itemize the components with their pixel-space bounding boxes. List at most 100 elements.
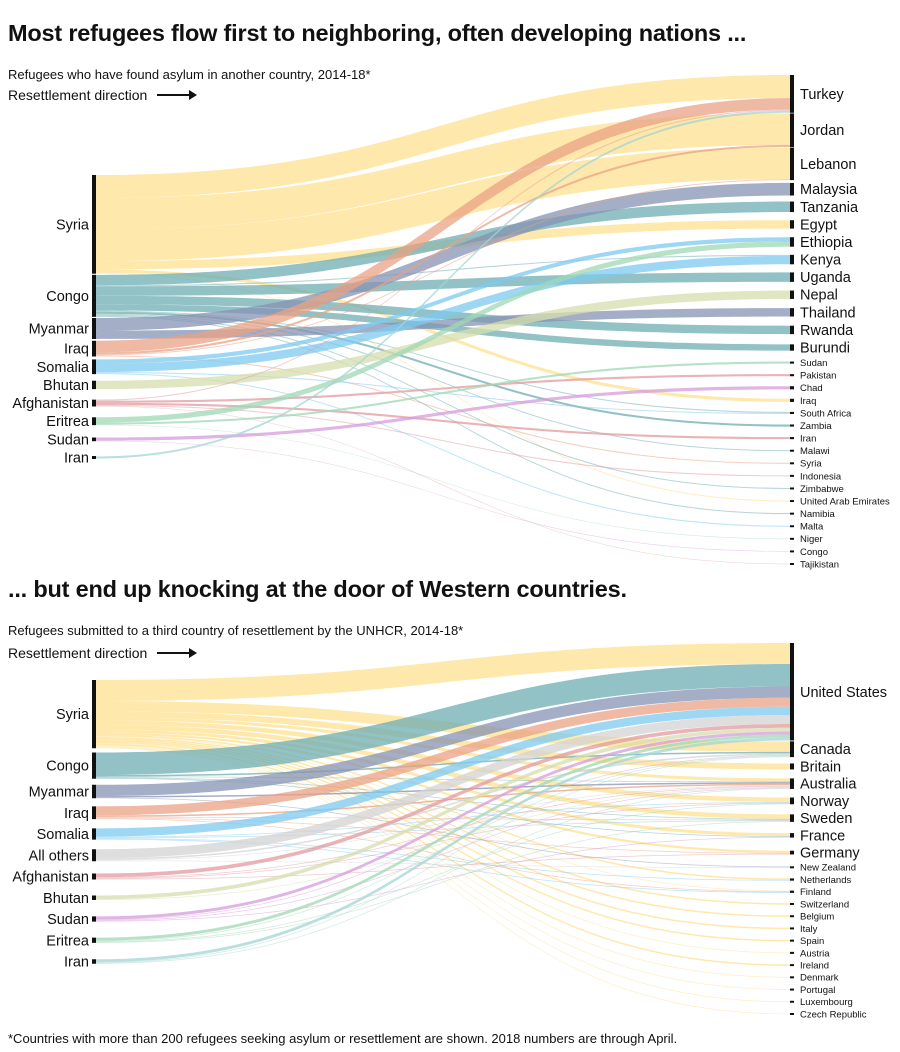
source-label: Bhutan bbox=[43, 891, 89, 907]
flow-syria-to-denmark bbox=[96, 745, 790, 978]
target-bar-malaysia bbox=[790, 182, 794, 196]
flow-eritrea-to-norway bbox=[96, 803, 790, 943]
target-bar-malawi bbox=[790, 449, 794, 452]
flow-congo-to-france bbox=[96, 778, 790, 837]
flow-syria-to-spain bbox=[96, 741, 790, 942]
flow-somalia-to-united-states bbox=[96, 706, 790, 837]
source-label: Iraq bbox=[64, 806, 89, 822]
flow-iran-to-canada bbox=[96, 756, 790, 963]
target-bar-zimbabwe bbox=[790, 487, 794, 490]
target-bar-jordan bbox=[790, 113, 794, 147]
target-label: Malaysia bbox=[800, 182, 858, 198]
target-bar-indonesia bbox=[790, 474, 794, 477]
source-bar-myanmar bbox=[92, 317, 96, 339]
direction-text: Resettlement direction bbox=[8, 645, 148, 661]
flow-syria-to-lebanon bbox=[96, 147, 790, 262]
target-bar-sweden bbox=[790, 814, 794, 822]
flow-syria-to-switzerland bbox=[96, 737, 790, 905]
target-bar-iraq bbox=[790, 398, 794, 402]
target-bar-tanzania bbox=[790, 201, 794, 213]
flow-syria-to-czech-republic bbox=[96, 747, 790, 1015]
source-bar-syria bbox=[92, 175, 96, 274]
flow-eritrea-to-niger bbox=[96, 424, 790, 540]
flow-afghanistan-to-turkey bbox=[96, 109, 790, 401]
target-bar-finland bbox=[790, 890, 794, 893]
source-bar-eritrea bbox=[92, 417, 96, 426]
target-bar-canada bbox=[790, 741, 794, 758]
target-label: Egypt bbox=[800, 217, 837, 233]
flow-congo-to-australia bbox=[96, 776, 790, 783]
target-bar-united-arab-emirates bbox=[790, 500, 794, 503]
source-label: Congo bbox=[46, 759, 89, 775]
flow-iran-to-turkey bbox=[96, 110, 790, 459]
source-bar-sudan bbox=[92, 916, 96, 922]
source-bar-bhutan bbox=[92, 380, 96, 390]
target-bar-turkey bbox=[790, 75, 794, 113]
flow-syria-to-jordan bbox=[96, 113, 790, 230]
source-label: Eritrea bbox=[46, 933, 90, 949]
source-bar-afghanistan bbox=[92, 399, 96, 407]
flow-myanmar-to-malaysia bbox=[96, 182, 790, 331]
target-label: Tajikistan bbox=[800, 559, 839, 570]
target-bar-zambia bbox=[790, 424, 794, 427]
flow-syria-to-united-arab-emirates bbox=[96, 272, 790, 502]
target-label: New Zealand bbox=[800, 863, 856, 874]
flow-sudan-to-australia bbox=[96, 787, 790, 921]
target-label: Spain bbox=[800, 936, 824, 947]
target-bar-italy bbox=[790, 927, 794, 930]
source-label: Myanmar bbox=[29, 785, 90, 801]
arrow-right-icon bbox=[157, 648, 198, 658]
target-bar-burundi bbox=[790, 344, 794, 351]
target-label: Czech Republic bbox=[800, 1009, 867, 1020]
flow-all-others-to-australia bbox=[96, 785, 790, 861]
flow-somalia-to-malta bbox=[96, 373, 790, 527]
target-label: Congo bbox=[800, 547, 828, 558]
target-label: Malawi bbox=[800, 446, 830, 457]
target-label: South Africa bbox=[800, 408, 852, 419]
flow-congo-to-zimbabwe bbox=[96, 314, 790, 489]
flow-congo-to-south-africa bbox=[96, 310, 790, 413]
target-label: Zimbabwe bbox=[800, 484, 844, 495]
target-label: Norway bbox=[800, 794, 850, 810]
flow-syria-to-norway bbox=[96, 720, 790, 803]
flow-syria-to-united-states bbox=[96, 643, 790, 701]
target-label: Finland bbox=[800, 887, 831, 898]
flow-bhutan-to-australia bbox=[96, 786, 790, 900]
target-label: Canada bbox=[800, 742, 852, 758]
target-bar-uganda bbox=[790, 272, 794, 282]
target-bar-luxembourg bbox=[790, 1000, 794, 1003]
target-label: Turkey bbox=[800, 87, 845, 103]
source-bar-myanmar bbox=[92, 784, 96, 799]
target-label: Pakistan bbox=[800, 371, 836, 382]
target-bar-netherlands bbox=[790, 878, 794, 881]
source-label: All others bbox=[29, 848, 89, 864]
target-label: Zambia bbox=[800, 421, 832, 432]
source-bar-congo bbox=[92, 274, 96, 317]
flow-congo-to-tanzania bbox=[96, 201, 790, 286]
source-bar-iraq bbox=[92, 806, 96, 820]
target-bar-sudan bbox=[790, 361, 794, 364]
target-label: Netherlands bbox=[800, 875, 851, 886]
flow-afghanistan-to-iran bbox=[96, 402, 790, 440]
target-label: Britain bbox=[800, 759, 841, 775]
source-bar-afghanistan bbox=[92, 873, 96, 880]
target-bar-new-zealand bbox=[790, 866, 794, 869]
target-label: Ethiopia bbox=[800, 235, 853, 251]
flow-all-others-to-united-states bbox=[96, 715, 790, 859]
chart-subtitle-resettlement: Refugees submitted to a third country of… bbox=[8, 623, 464, 638]
target-bar-australia bbox=[790, 778, 794, 789]
flow-congo-to-malawi bbox=[96, 313, 790, 452]
target-label: Belgium bbox=[800, 912, 834, 923]
target-bar-kenya bbox=[790, 254, 794, 265]
source-label: Afghanistan bbox=[12, 396, 89, 412]
target-label: Rwanda bbox=[800, 323, 854, 339]
source-bar-iraq bbox=[92, 340, 96, 357]
target-label: Austria bbox=[800, 948, 830, 959]
flow-afghanistan-to-norway bbox=[96, 802, 790, 879]
target-label: United States bbox=[800, 685, 887, 701]
source-label: Sudan bbox=[47, 912, 89, 928]
target-bar-denmark bbox=[790, 976, 794, 979]
chart-subtitle-asylum: Refugees who have found asylum in anothe… bbox=[8, 67, 371, 82]
source-label: Syria bbox=[56, 707, 90, 723]
